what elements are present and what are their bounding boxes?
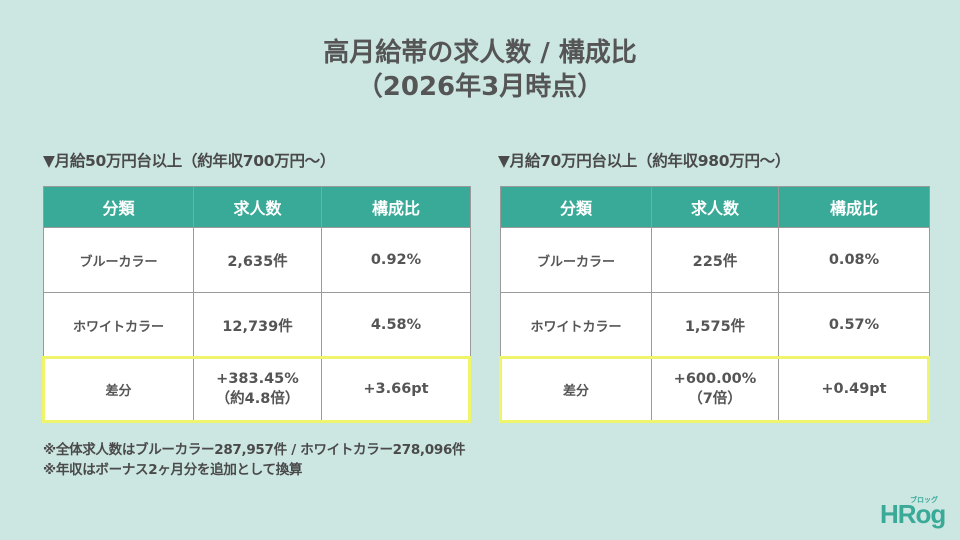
cell-ratio: 4.58% — [321, 292, 471, 358]
header-category: 分類 — [43, 186, 194, 228]
table-subtitle-50man: ▼月給50万円台以上（約年収700万円～） — [43, 152, 336, 170]
cell-category: ブルーカラー — [500, 227, 652, 293]
cell-ratio: +3.66pt — [321, 357, 471, 421]
cell-count: +600.00% （7倍） — [651, 357, 779, 421]
table-row: ブルーカラー 225件 0.08% — [500, 227, 930, 293]
header-ratio: 構成比 — [321, 186, 471, 228]
footnotes: ※全体求人数はブルーカラー287,957件 / ホワイトカラー278,096件 … — [43, 440, 466, 480]
cell-category: ブルーカラー — [43, 227, 194, 293]
table-header-row: 分類 求人数 構成比 — [43, 186, 471, 228]
header-category: 分類 — [500, 186, 652, 228]
table-row: ブルーカラー 2,635件 0.92% — [43, 227, 471, 293]
table-row-diff: 差分 +600.00% （7倍） +0.49pt — [500, 357, 930, 421]
header-ratio: 構成比 — [778, 186, 930, 228]
cell-category: 差分 — [43, 357, 194, 421]
cell-count: 1,575件 — [651, 292, 779, 358]
table-row: ホワイトカラー 1,575件 0.57% — [500, 292, 930, 358]
diff-percent: +383.45% — [216, 370, 299, 387]
cell-count: 225件 — [651, 227, 779, 293]
cell-ratio: 0.92% — [321, 227, 471, 293]
page-title: 高月給帯の求人数 / 構成比 （2026年3月時点） — [0, 36, 960, 104]
diff-percent: +600.00% — [673, 370, 757, 387]
cell-ratio: 0.08% — [778, 227, 930, 293]
header-count: 求人数 — [651, 186, 779, 228]
title-line-1: 高月給帯の求人数 / 構成比 — [323, 38, 637, 68]
cell-category: ホワイトカラー — [43, 292, 194, 358]
footnote-salary-calc: ※年収はボーナス2ヶ月分を追加として換算 — [43, 462, 303, 478]
table-header-row: 分類 求人数 構成比 — [500, 186, 930, 228]
table-50man: 分類 求人数 構成比 ブルーカラー 2,635件 0.92% ホワイトカラー 1… — [43, 186, 471, 421]
diff-multiple: （7倍） — [688, 390, 742, 407]
footnote-total-jobs: ※全体求人数はブルーカラー287,957件 / ホワイトカラー278,096件 — [43, 442, 466, 458]
cell-ratio: +0.49pt — [778, 357, 930, 421]
logo-text: HRog — [880, 499, 946, 529]
table-row-diff: 差分 +383.45% （約4.8倍） +3.66pt — [43, 357, 471, 421]
logo-kana: ブロッグ — [910, 496, 938, 504]
table-subtitle-70man: ▼月給70万円台以上（約年収980万円～） — [498, 152, 791, 170]
cell-count: 2,635件 — [193, 227, 322, 293]
cell-category: 差分 — [500, 357, 652, 421]
cell-count: 12,739件 — [193, 292, 322, 358]
cell-count: +383.45% （約4.8倍） — [193, 357, 322, 421]
table-70man: 分類 求人数 構成比 ブルーカラー 225件 0.08% ホワイトカラー 1,5… — [500, 186, 930, 421]
diff-multiple: （約4.8倍） — [215, 390, 300, 407]
title-line-2: （2026年3月時点） — [356, 72, 604, 102]
header-count: 求人数 — [193, 186, 322, 228]
cell-category: ホワイトカラー — [500, 292, 652, 358]
table-row: ホワイトカラー 12,739件 4.58% — [43, 292, 471, 358]
hrog-logo: HRog ブロッグ — [880, 495, 950, 535]
cell-ratio: 0.57% — [778, 292, 930, 358]
